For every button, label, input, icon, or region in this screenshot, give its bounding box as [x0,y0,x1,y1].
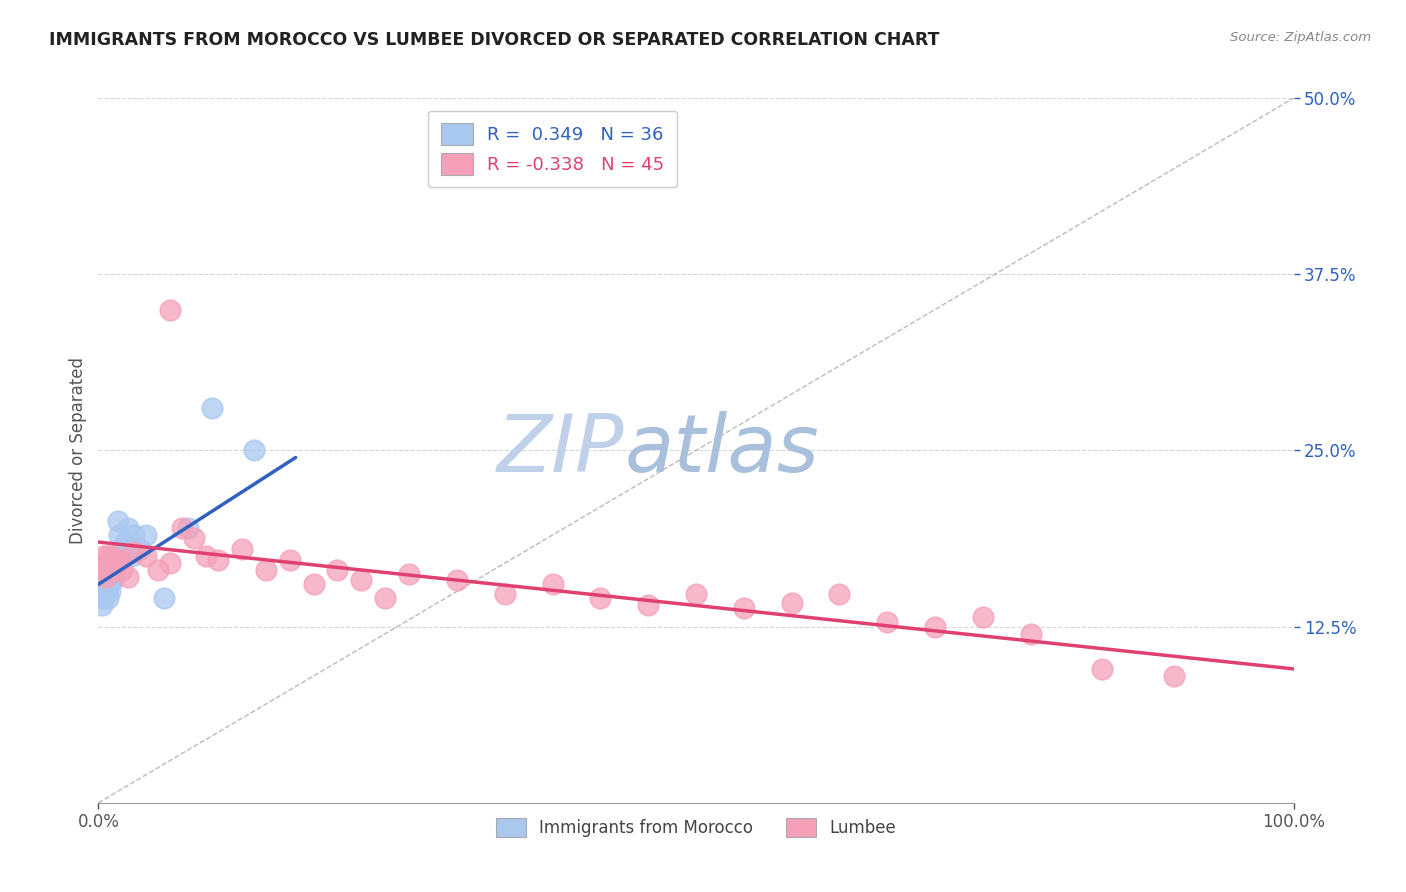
Point [177,521,200,535]
Point [93,549,115,564]
Point [828,587,851,601]
Point [98,570,122,584]
Point [107,514,129,528]
Point [114,535,136,549]
Point [1163,669,1185,683]
Point [278,553,301,567]
Point [733,601,755,615]
Point [129,542,152,557]
Point [97,549,120,564]
Point [124,528,146,542]
Point [924,619,946,633]
Point [195,549,218,564]
Y-axis label: Divorced or Separated: Divorced or Separated [69,357,87,544]
Point [101,563,124,577]
Point [494,587,516,601]
Point [172,521,194,535]
Point [91,599,114,613]
Point [254,563,277,577]
Point [135,549,157,564]
Point [101,567,124,582]
Point [231,542,253,557]
Point [153,591,176,606]
Point [780,596,803,610]
Point [111,563,134,577]
Point [541,577,564,591]
Point [98,570,121,584]
Point [94,563,117,577]
Point [108,553,131,567]
Point [326,563,349,577]
Point [108,549,131,564]
Point [98,577,121,591]
Point [97,591,120,606]
Point [374,591,396,606]
Point [100,549,122,564]
Point [124,545,146,559]
Point [103,570,125,584]
Point [96,556,118,570]
Point [148,563,170,577]
Point [94,570,117,584]
Point [105,559,128,574]
Point [1091,662,1114,676]
Text: Source: ZipAtlas.com: Source: ZipAtlas.com [1230,31,1371,45]
Point [101,573,124,587]
Point [105,559,128,574]
Point [100,556,122,570]
Text: atlas: atlas [624,411,820,490]
Point [93,584,115,599]
Point [183,531,205,545]
Point [685,587,707,601]
Text: IMMIGRANTS FROM MOROCCO VS LUMBEE DIVORCED OR SEPARATED CORRELATION CHART: IMMIGRANTS FROM MOROCCO VS LUMBEE DIVORC… [49,31,939,49]
Point [103,553,125,567]
Point [201,401,224,416]
Point [1019,626,1042,640]
Point [105,553,128,567]
Point [243,443,266,458]
Point [117,521,139,535]
Point [637,599,659,613]
Point [93,577,115,591]
Point [135,528,157,542]
Legend: Immigrants from Morocco, Lumbee: Immigrants from Morocco, Lumbee [489,811,903,844]
Point [96,584,118,599]
Point [159,556,181,570]
Point [91,591,114,606]
Point [94,570,117,584]
Point [350,573,373,587]
Point [97,570,120,584]
Point [117,570,139,584]
Point [96,577,118,591]
Point [876,615,898,630]
Point [207,553,229,567]
Point [107,528,129,542]
Point [98,563,121,577]
Point [111,542,134,557]
Point [398,567,420,582]
Point [121,549,143,564]
Point [972,609,994,624]
Point [91,563,114,577]
Point [446,573,468,587]
Point [104,563,127,577]
Point [98,584,122,599]
Text: ZIP: ZIP [496,411,624,490]
Point [159,302,181,317]
Point [100,563,122,577]
Point [589,591,612,606]
Point [302,577,325,591]
Point [98,556,122,570]
